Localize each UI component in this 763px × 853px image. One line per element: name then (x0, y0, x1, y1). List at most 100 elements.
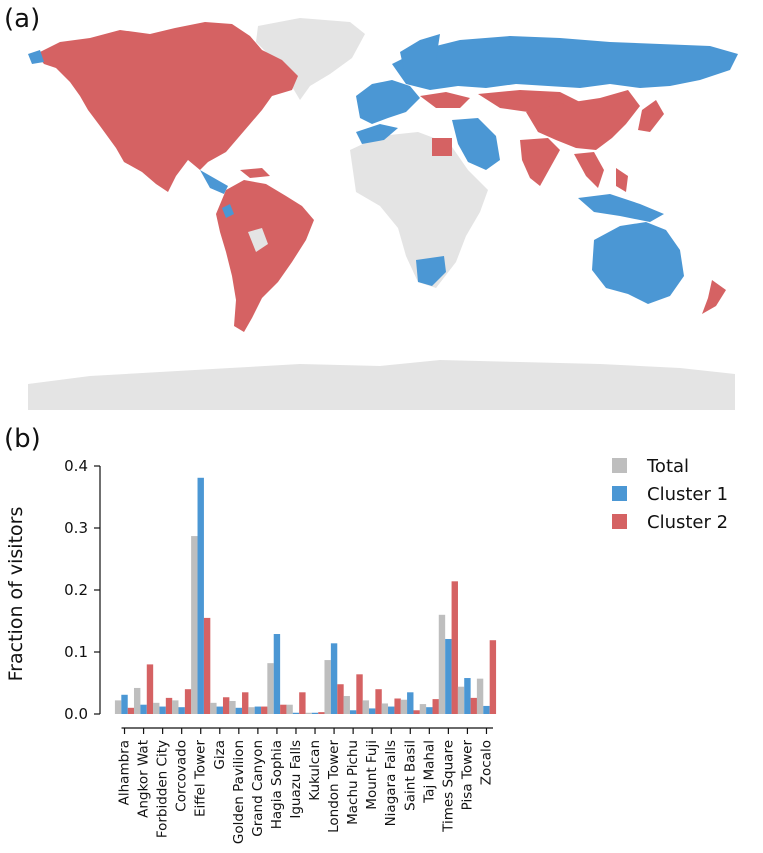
bar-total (229, 700, 236, 714)
bar-total (172, 700, 179, 714)
bar-cluster-1 (216, 706, 223, 714)
bar-total (438, 614, 446, 714)
africa (350, 132, 488, 288)
bar-cluster-2 (318, 712, 325, 714)
caribbean (240, 168, 270, 178)
bar-cluster-2 (337, 684, 344, 714)
x-tick-label: Eiffel Tower (193, 740, 209, 817)
bar-cluster-1 (159, 706, 166, 714)
bar-total (400, 699, 408, 714)
bar-cluster-2 (280, 704, 287, 714)
bar-total (324, 660, 331, 714)
bar-cluster-1 (178, 707, 185, 714)
sa-blue (222, 204, 234, 218)
turkey (420, 92, 470, 108)
bar-cluster-1 (197, 477, 204, 714)
bar-cluster-1 (368, 708, 376, 714)
bar-cluster-2 (470, 697, 478, 714)
bar-cluster-1 (121, 694, 128, 714)
bar-total (114, 700, 122, 714)
bar-cluster-1 (330, 643, 338, 714)
world-map (28, 18, 738, 410)
bar-cluster-2 (356, 674, 363, 714)
x-tick-label: Zocalo (478, 740, 494, 785)
x-tick-label: Golden Pavilion (231, 740, 247, 844)
bar-cluster-1 (445, 638, 452, 714)
legend-label: Cluster 2 (647, 512, 728, 533)
bar-cluster-1 (140, 704, 147, 714)
x-tick-label: Saint Basil (402, 740, 418, 811)
australia (592, 222, 684, 304)
bar-total (153, 702, 160, 714)
axes: 0.0 0.1 0.2 0.3 0.4 Alhambra Angkor Wat Forbidd… (64, 457, 494, 844)
legend: Total Cluster 1 Cluster 2 (612, 456, 728, 533)
bar-cluster-1 (349, 710, 357, 714)
middle-east (452, 118, 500, 170)
japan (638, 100, 664, 132)
bar-cluster-1 (483, 705, 490, 714)
x-tick-label: Forbidden City (155, 740, 171, 838)
x-tick-label: Corcovado (174, 740, 190, 812)
legend-label: Cluster 1 (647, 484, 728, 505)
y-tick-label: 0.3 (64, 519, 88, 537)
x-tick-label: Angkor Wat (136, 740, 152, 818)
bar-total (191, 536, 198, 714)
egypt (432, 138, 452, 156)
india (520, 138, 560, 186)
bar-cluster-1 (407, 692, 414, 714)
bar-total (419, 704, 427, 714)
greenland (256, 18, 365, 100)
x-tick-label: Giza (212, 740, 228, 770)
x-tick-label: Kukulcan (307, 740, 323, 801)
bar-total (362, 700, 369, 714)
bar-total (381, 703, 389, 714)
bars (114, 477, 497, 714)
new-zealand (702, 280, 726, 314)
bar-cluster-1 (426, 707, 433, 714)
bar-total (305, 712, 312, 714)
bar-cluster-1 (311, 712, 319, 714)
bar-cluster-2 (165, 697, 173, 714)
brazil-gap (248, 228, 268, 252)
north-africa-blue (356, 124, 398, 144)
y-tick-label: 0.0 (64, 705, 88, 723)
bar-total (286, 704, 293, 714)
bar-cluster-2 (413, 710, 420, 714)
x-tick-label: Alhambra (117, 740, 133, 805)
x-tick-label: Hagia Sophia (269, 740, 285, 829)
bar-cluster-2 (203, 617, 211, 714)
x-tick-label: Niagara Falls (383, 740, 399, 826)
bar-cluster-2 (451, 581, 458, 714)
bar-cluster-2 (432, 699, 439, 714)
bar-cluster-1 (273, 634, 281, 714)
panel-label-b: (b) (4, 424, 41, 454)
se-asia (574, 152, 604, 188)
panel-label-a: (a) (4, 4, 41, 34)
bar-total (267, 663, 274, 714)
antarctica (28, 360, 735, 410)
indonesia (578, 194, 664, 222)
x-tick-label: Iguazu Falls (288, 740, 304, 819)
bar-cluster-2 (242, 692, 249, 714)
bar-cluster-1 (292, 712, 300, 714)
bar-total (133, 687, 141, 714)
china (526, 90, 640, 150)
central-america (200, 170, 228, 194)
bar-cluster-2 (127, 707, 135, 714)
south-america (216, 180, 314, 332)
bar-total (343, 696, 350, 714)
bar-cluster-2 (394, 698, 401, 714)
philippines (616, 168, 628, 192)
x-tick-label: Times Square (440, 740, 456, 833)
north-america (36, 22, 298, 192)
legend-swatch (612, 458, 627, 473)
bar-cluster-2 (375, 689, 382, 714)
bar-total (248, 707, 255, 714)
x-tick-label: Machu Pichu (345, 740, 361, 825)
x-tick-label: Mount Fuji (364, 740, 380, 810)
bar-cluster-2 (146, 664, 154, 714)
bar-cluster-1 (464, 678, 471, 714)
bar-cluster-2 (299, 692, 306, 714)
x-tick-label: Grand Canyon (250, 740, 266, 837)
